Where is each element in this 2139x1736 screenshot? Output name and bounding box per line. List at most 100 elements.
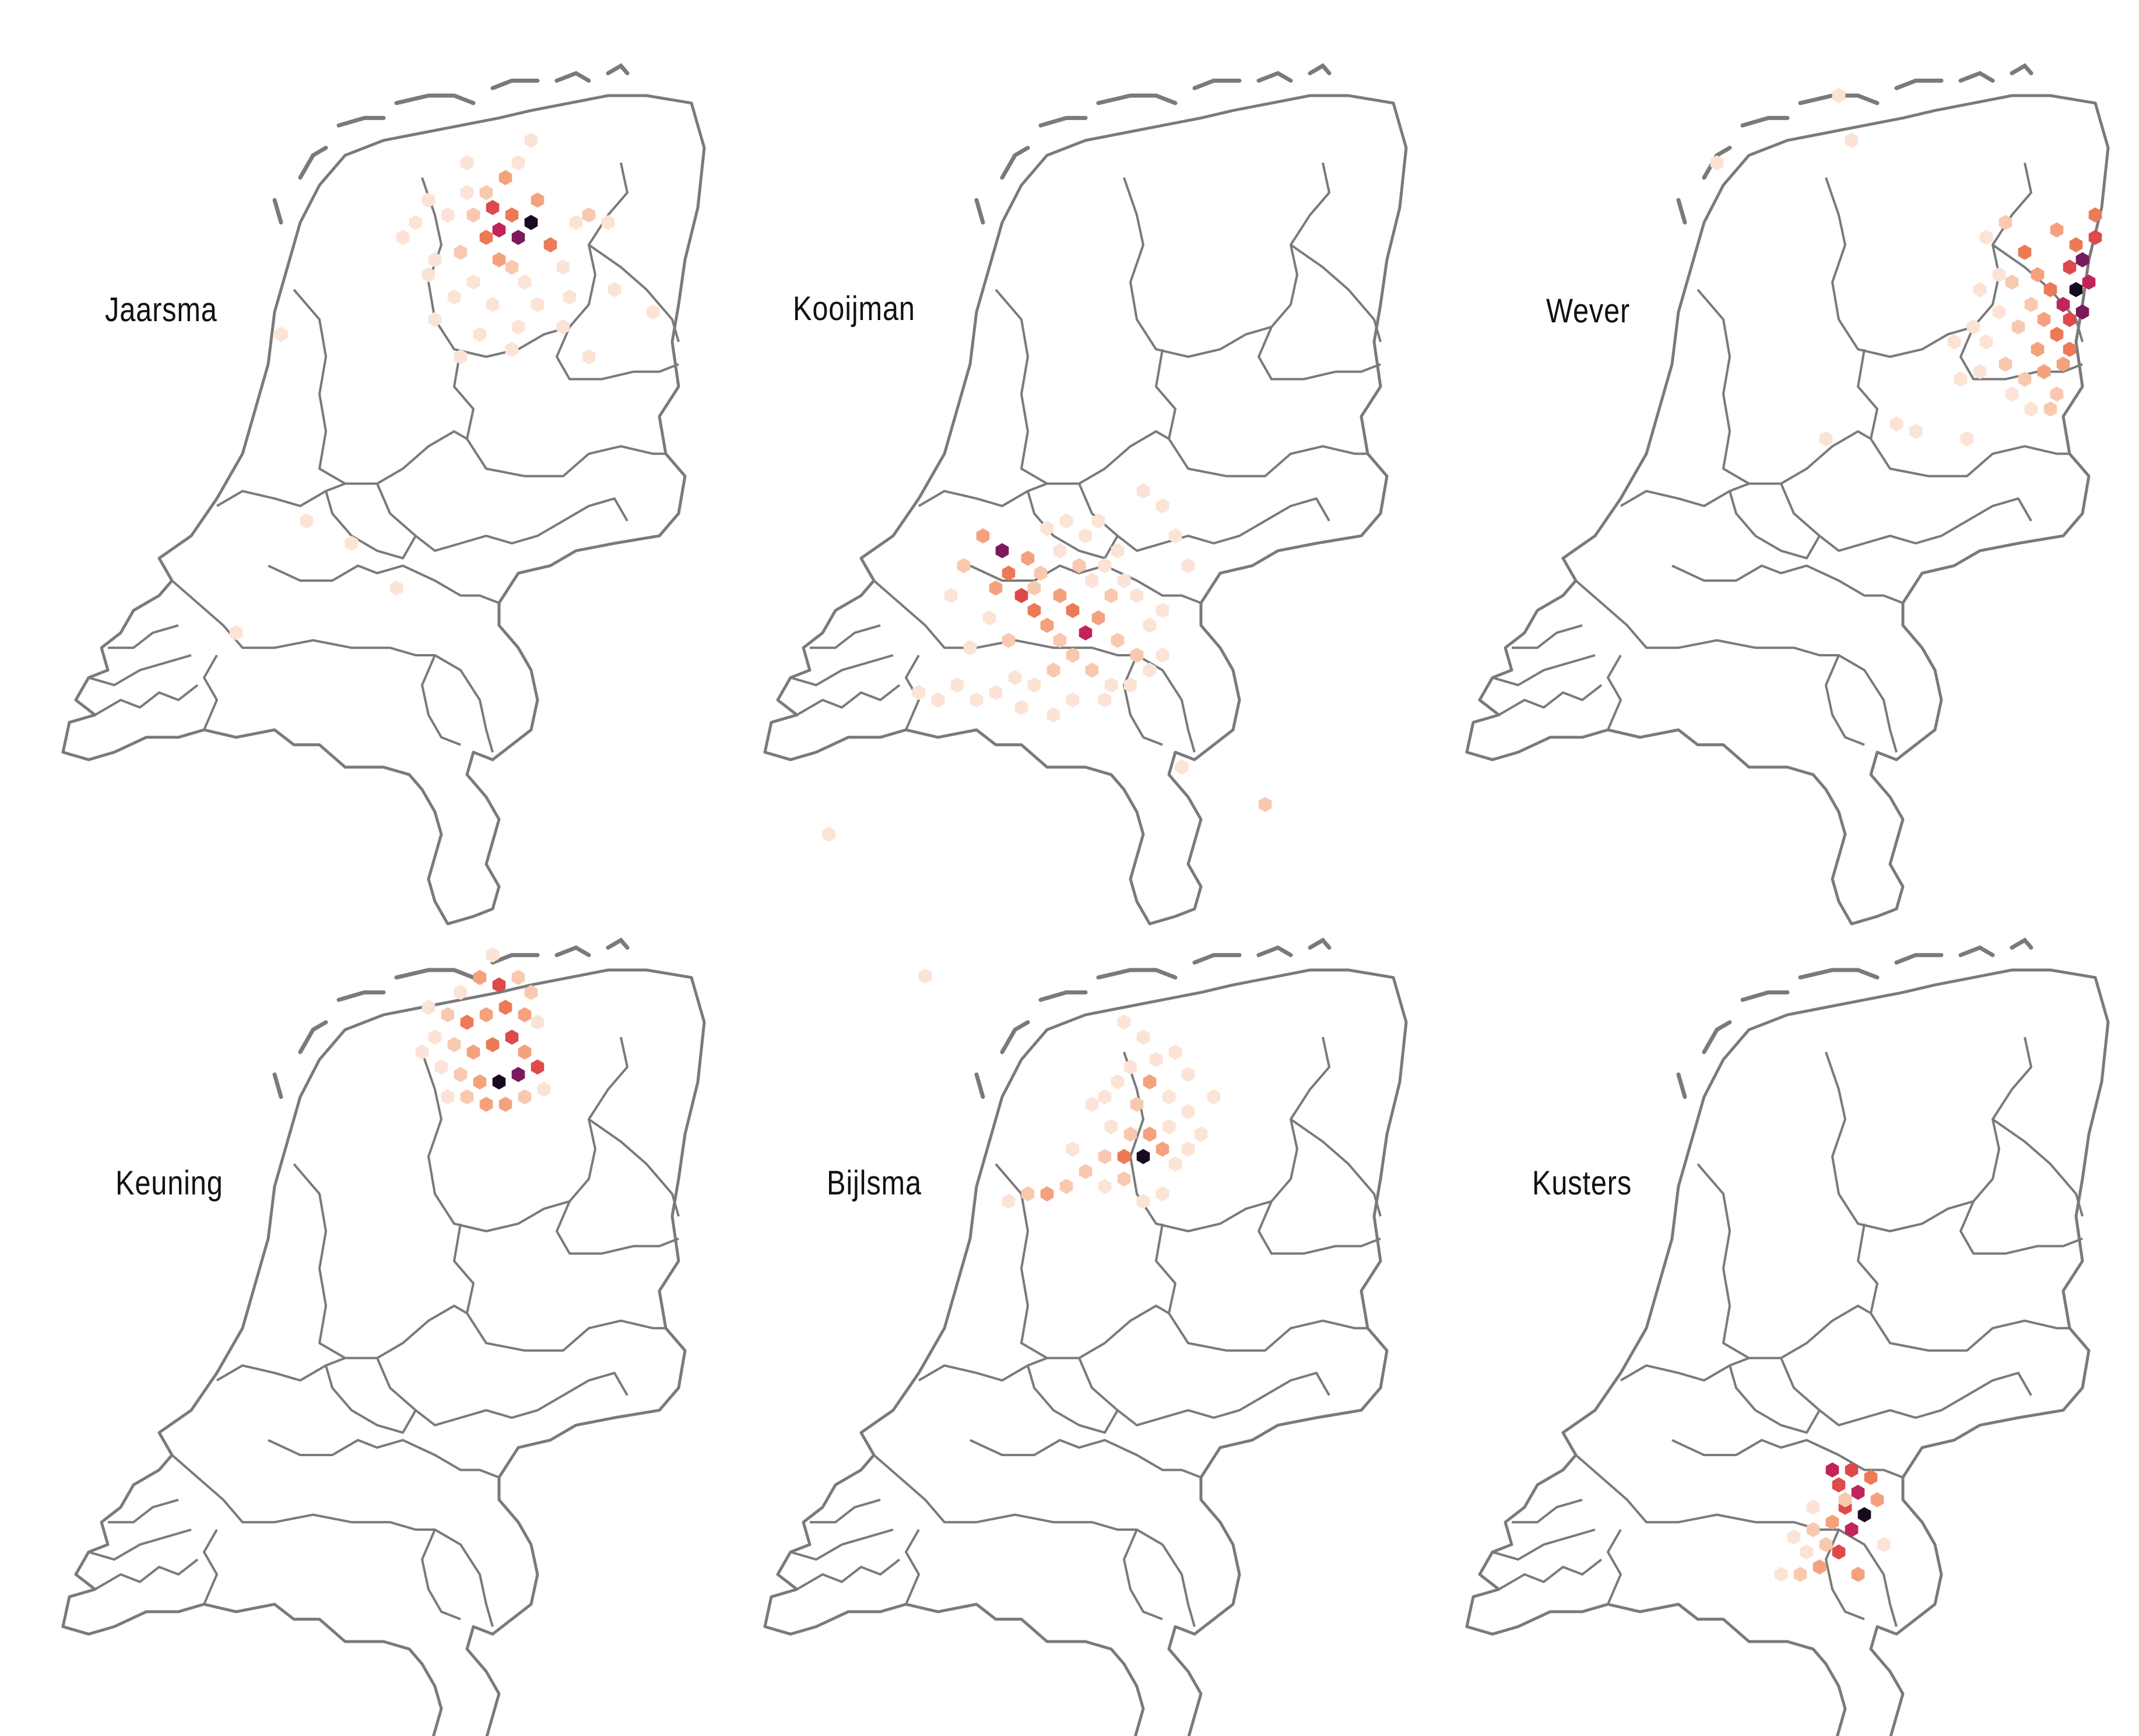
density-hex-cell — [345, 536, 359, 551]
country-outline — [763, 94, 1408, 926]
density-hex-cell — [1979, 230, 1993, 245]
density-hex-cell — [1034, 565, 1048, 581]
density-hex-cell — [1832, 1544, 1846, 1560]
density-hex-cell — [1149, 1052, 1163, 1067]
map-panel-kusters: Kusters — [1465, 933, 2110, 1736]
panel-label-jaarsma: Jaarsma — [105, 291, 217, 329]
density-hex-cell — [2024, 401, 2038, 417]
province-border — [88, 1528, 192, 1561]
wadden-island — [490, 78, 540, 90]
density-hex-cell — [2031, 267, 2045, 283]
density-hex-cell — [428, 252, 442, 268]
density-hex-cell — [1091, 513, 1105, 529]
density-hex-cell — [505, 207, 519, 223]
province-border — [1671, 564, 1903, 605]
density-hex-cell — [1966, 319, 1980, 335]
province-border — [293, 1163, 468, 1359]
province-border — [1607, 1529, 1622, 1605]
province-border — [453, 349, 666, 477]
province-border — [1697, 289, 1872, 485]
density-hex-cell — [1819, 431, 1833, 447]
province-border — [1620, 490, 1731, 507]
density-hex-cell — [1845, 1462, 1859, 1478]
density-hex-cell — [486, 1037, 500, 1052]
density-hex-cell — [1111, 632, 1125, 648]
wadden-island — [1702, 1020, 1732, 1055]
wadden-island — [554, 945, 591, 957]
density-hex-cell — [931, 692, 945, 708]
density-hex-cell — [1787, 1529, 1801, 1545]
wadden-island — [1676, 198, 1687, 225]
density-hex-cell — [1085, 573, 1099, 588]
wadden-island — [298, 146, 328, 180]
density-hex-cell — [1143, 1126, 1157, 1142]
density-hex-cell — [1851, 1566, 1865, 1582]
map-svg-kooijman — [763, 63, 1408, 984]
wadden-island — [490, 953, 540, 965]
density-hex-cell — [569, 215, 583, 230]
density-hex-cell — [460, 185, 474, 201]
density-hex-cell — [1040, 617, 1054, 633]
wadden-island — [1096, 968, 1178, 980]
province-border — [108, 624, 179, 649]
density-hex-cell — [995, 543, 1009, 558]
province-border — [918, 1364, 1029, 1382]
province-border — [94, 1558, 199, 1591]
density-hex-cell — [1059, 513, 1073, 529]
province-border — [1857, 1223, 2070, 1352]
wadden-island — [606, 63, 630, 76]
density-hex-cell — [1992, 267, 2006, 283]
density-hex-cell — [505, 1029, 519, 1045]
density-hex-cell — [1021, 1186, 1035, 1201]
density-hex-cell — [1143, 617, 1157, 633]
province-border — [1992, 244, 2084, 342]
province-border — [325, 1357, 417, 1434]
density-hex-cell — [2088, 230, 2102, 245]
province-border — [1697, 1163, 1872, 1359]
wadden-island — [1000, 1020, 1030, 1055]
density-hex-cell — [2005, 386, 2019, 402]
density-hex-cell — [1175, 760, 1189, 775]
density-hex-cell — [486, 297, 500, 312]
province-border — [970, 1439, 1202, 1479]
density-hex-cell — [1040, 1186, 1054, 1201]
density-hex-cell — [428, 312, 442, 327]
density-hex-cell — [950, 677, 964, 693]
map-svg-kusters — [1465, 937, 2110, 1736]
density-hex-cell — [646, 304, 660, 320]
density-hex-cell — [2024, 297, 2038, 312]
wadden-island — [1308, 63, 1332, 76]
density-hex-cell — [1027, 580, 1041, 596]
density-hex-cell — [1066, 603, 1080, 619]
density-hex-cell — [441, 1007, 455, 1022]
wadden-island — [1798, 968, 1880, 980]
density-hex-cell — [1027, 677, 1041, 693]
province-border — [1825, 1036, 2032, 1232]
density-hex-cell — [989, 685, 1003, 700]
density-hex-cell — [1806, 1499, 1820, 1515]
density-hex-cell — [1162, 1089, 1176, 1105]
province-border — [1729, 1357, 1821, 1434]
density-hex-cell — [1143, 662, 1157, 678]
density-hex-cell — [229, 625, 243, 641]
wadden-island — [336, 115, 386, 128]
map-svg-bijlsma — [763, 937, 1408, 1736]
wadden-island — [298, 1020, 328, 1055]
density-hex-cell — [479, 185, 493, 201]
map-panel-wever: Wever — [1465, 58, 2110, 926]
density-hex-cell — [473, 326, 487, 342]
wadden-island — [1676, 1072, 1687, 1099]
density-hex-cell — [1002, 632, 1016, 648]
density-hex-cell — [1864, 1470, 1878, 1485]
density-hex-cell — [531, 1014, 545, 1030]
density-hex-cell — [454, 244, 468, 260]
province-border — [1729, 482, 1821, 560]
density-hex-cell — [1143, 1074, 1157, 1090]
province-border — [1290, 244, 1382, 342]
density-hex-cell — [2037, 364, 2051, 379]
density-hex-cell — [422, 267, 435, 283]
density-hex-cell — [1181, 1104, 1195, 1120]
density-hex-cell — [970, 692, 984, 708]
province-border — [216, 1364, 327, 1382]
density-hex-cell — [511, 230, 525, 245]
